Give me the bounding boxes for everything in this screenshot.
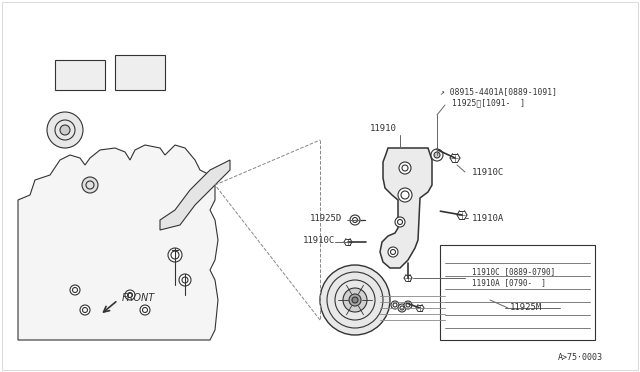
Text: 11910C: 11910C	[303, 235, 335, 244]
Text: A>75·0003: A>75·0003	[557, 353, 602, 362]
Circle shape	[398, 188, 412, 202]
Circle shape	[399, 162, 411, 174]
Circle shape	[349, 294, 361, 306]
Bar	[440, 245, 595, 340]
Circle shape	[395, 217, 405, 227]
Circle shape	[431, 149, 443, 161]
Circle shape	[60, 125, 70, 135]
Circle shape	[434, 152, 440, 158]
Circle shape	[140, 305, 150, 315]
Text: 11910C [0889-0790]: 11910C [0889-0790]	[472, 267, 556, 276]
Circle shape	[352, 297, 358, 303]
Text: 11925D: 11925D	[310, 214, 342, 222]
Circle shape	[70, 285, 80, 295]
Bar	[115, 55, 165, 90]
Circle shape	[82, 177, 98, 193]
Circle shape	[350, 215, 360, 225]
Circle shape	[391, 301, 399, 309]
Bar	[55, 60, 105, 90]
Circle shape	[80, 305, 90, 315]
Polygon shape	[160, 160, 230, 230]
Text: 11925Ⅱ[1091-  ]: 11925Ⅱ[1091- ]	[452, 99, 525, 108]
Text: FRONT: FRONT	[122, 293, 156, 303]
Text: 11910A: 11910A	[472, 214, 504, 222]
Text: 11910: 11910	[369, 124, 396, 132]
Polygon shape	[18, 145, 218, 340]
Circle shape	[343, 288, 367, 312]
Circle shape	[320, 265, 390, 335]
Text: 11910C: 11910C	[472, 167, 504, 176]
Circle shape	[179, 274, 191, 286]
Circle shape	[125, 290, 135, 300]
Circle shape	[388, 247, 398, 257]
Circle shape	[404, 301, 412, 309]
Circle shape	[168, 248, 182, 262]
Text: 11925M: 11925M	[510, 304, 542, 312]
Polygon shape	[380, 148, 432, 268]
Circle shape	[47, 112, 83, 148]
Circle shape	[398, 304, 406, 312]
Text: 11910A [0790-  ]: 11910A [0790- ]	[472, 279, 546, 288]
Text: ↗ 08915-4401A[0889-1091]: ↗ 08915-4401A[0889-1091]	[440, 87, 557, 96]
